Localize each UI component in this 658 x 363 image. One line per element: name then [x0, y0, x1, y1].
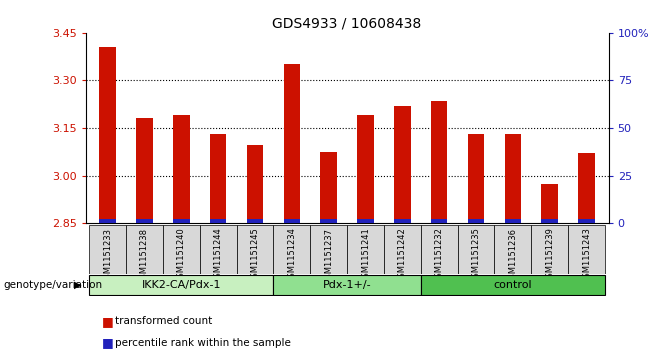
Bar: [173, 220, 190, 223]
Bar: [136, 118, 153, 223]
Bar: [468, 220, 484, 223]
Bar: [237, 225, 274, 274]
Text: GSM1151237: GSM1151237: [324, 228, 333, 284]
Bar: [274, 225, 311, 274]
Bar: [247, 220, 263, 223]
Bar: [420, 225, 457, 274]
Bar: [320, 152, 337, 223]
Text: GSM1151241: GSM1151241: [361, 228, 370, 283]
Text: GSM1151238: GSM1151238: [140, 228, 149, 284]
Bar: [420, 275, 605, 295]
Text: transformed count: transformed count: [115, 316, 213, 326]
Bar: [357, 115, 374, 223]
Bar: [320, 220, 337, 223]
Bar: [284, 65, 300, 223]
Bar: [210, 134, 226, 223]
Bar: [542, 184, 558, 223]
Text: GSM1151233: GSM1151233: [103, 228, 112, 284]
Title: GDS4933 / 10608438: GDS4933 / 10608438: [272, 16, 422, 30]
Text: ▶: ▶: [74, 280, 81, 290]
Bar: [89, 275, 274, 295]
Bar: [431, 101, 447, 223]
Bar: [173, 115, 190, 223]
Bar: [542, 220, 558, 223]
Text: control: control: [494, 280, 532, 290]
Bar: [357, 220, 374, 223]
Bar: [531, 225, 568, 274]
Bar: [394, 220, 411, 223]
Text: genotype/variation: genotype/variation: [3, 280, 103, 290]
Text: GSM1151234: GSM1151234: [288, 228, 296, 284]
Bar: [163, 225, 200, 274]
Bar: [431, 220, 447, 223]
Bar: [505, 220, 521, 223]
Text: GSM1151232: GSM1151232: [435, 228, 443, 284]
Bar: [568, 225, 605, 274]
Text: GSM1151242: GSM1151242: [398, 228, 407, 283]
Bar: [274, 275, 420, 295]
Bar: [126, 225, 163, 274]
Text: percentile rank within the sample: percentile rank within the sample: [115, 338, 291, 348]
Bar: [505, 134, 521, 223]
Bar: [99, 220, 116, 223]
Text: Pdx-1+/-: Pdx-1+/-: [323, 280, 371, 290]
Bar: [394, 106, 411, 223]
Text: IKK2-CA/Pdx-1: IKK2-CA/Pdx-1: [141, 280, 221, 290]
Bar: [284, 220, 300, 223]
Bar: [247, 146, 263, 223]
Text: GSM1151236: GSM1151236: [509, 228, 517, 284]
Bar: [89, 225, 126, 274]
Text: GSM1151244: GSM1151244: [214, 228, 222, 283]
Text: GSM1151239: GSM1151239: [545, 228, 554, 284]
Bar: [494, 225, 531, 274]
Text: GSM1151235: GSM1151235: [472, 228, 480, 284]
Bar: [384, 225, 420, 274]
Bar: [99, 47, 116, 223]
Bar: [578, 154, 595, 223]
Bar: [457, 225, 494, 274]
Bar: [136, 220, 153, 223]
Bar: [347, 225, 384, 274]
Text: GSM1151243: GSM1151243: [582, 228, 591, 284]
Bar: [311, 225, 347, 274]
Text: ■: ■: [102, 337, 114, 350]
Bar: [468, 134, 484, 223]
Text: GSM1151245: GSM1151245: [251, 228, 259, 283]
Text: GSM1151240: GSM1151240: [177, 228, 186, 283]
Bar: [200, 225, 237, 274]
Bar: [578, 220, 595, 223]
Bar: [210, 220, 226, 223]
Text: ■: ■: [102, 315, 114, 328]
